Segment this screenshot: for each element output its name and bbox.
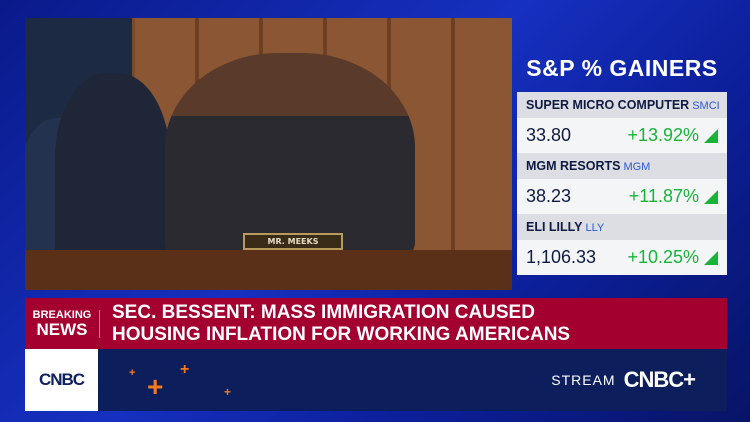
breaking-news-label: BREAKING NEWS — [25, 308, 100, 339]
plus-icon: + — [224, 385, 232, 399]
gainer-item: MGM RESORTS MGM 38.23 +11.87% — [517, 153, 727, 214]
cnbc-plus-logo: CNBC+ — [623, 367, 696, 392]
person-left — [55, 73, 170, 263]
lower-bar: CNBC + + + + STREAM CNBC+ — [25, 349, 727, 411]
company-name: ELI LILLY — [526, 220, 583, 234]
panel-title: S&P % GAINERS — [526, 55, 718, 81]
ticker: LLY — [585, 222, 605, 234]
label-bottom: NEWS — [36, 319, 88, 339]
sp-gainers-panel: S&P % GAINERS SUPER MICRO COMPUTER SMCI 3… — [517, 42, 727, 292]
stream-label: STREAM — [551, 372, 616, 388]
ticker: MGM — [623, 161, 651, 173]
price: 38.23 — [526, 186, 572, 206]
speaker — [165, 53, 415, 263]
ticker: SMCI — [692, 100, 720, 112]
nameplate: MR. MEEKS — [243, 233, 343, 250]
video-feed: MR. MEEKS — [25, 18, 512, 290]
plus-icon: + — [180, 361, 190, 378]
company-name: MGM RESORTS — [526, 159, 621, 173]
headline-line: SEC. BESSENT: MASS IMMIGRATION CAUSED — [112, 301, 535, 323]
up-arrow-icon — [704, 128, 718, 143]
gainer-item: SUPER MICRO COMPUTER SMCI 33.80 +13.92% — [517, 92, 727, 153]
headline: SEC. BESSENT: MASS IMMIGRATION CAUSED HOU… — [112, 302, 570, 346]
plus-icon: + — [147, 371, 164, 402]
gainer-item: ELI LILLY LLY 1,106.33 +10.25% — [517, 214, 727, 275]
change: +13.92% — [627, 125, 699, 145]
desk — [25, 250, 512, 290]
up-arrow-icon — [704, 250, 718, 265]
change: +11.87% — [628, 186, 699, 206]
up-arrow-icon — [704, 189, 718, 204]
headline-line: HOUSING INFLATION FOR WORKING AMERICANS — [112, 323, 571, 345]
price: 33.80 — [526, 125, 572, 145]
cnbc-logo: CNBC — [25, 349, 98, 411]
plus-icon: + — [129, 367, 136, 379]
change: +10.25% — [627, 247, 699, 267]
company-name: SUPER MICRO COMPUTER — [526, 98, 690, 112]
price: 1,106.33 — [526, 247, 597, 267]
stream-promo: STREAM CNBC+ — [551, 367, 696, 393]
label-top: BREAKING — [32, 308, 92, 321]
breaking-news-bar: BREAKING NEWS SEC. BESSENT: MASS IMMIGRAT… — [25, 298, 727, 349]
